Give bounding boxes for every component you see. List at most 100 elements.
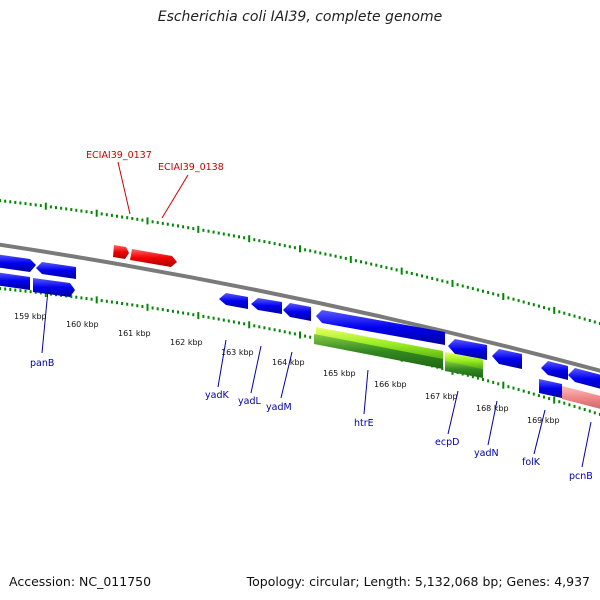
major-tick [197, 312, 200, 320]
minor-tick [334, 254, 337, 258]
minor-tick [537, 394, 540, 398]
gene-ecpD[interactable] [448, 339, 487, 360]
minor-tick [258, 239, 261, 243]
minor-tick [324, 252, 327, 256]
minor-tick [9, 288, 12, 291]
gene-left-3[interactable] [33, 278, 75, 297]
gene-left-1[interactable] [0, 254, 36, 272]
major-tick [44, 202, 47, 210]
gene-rrna-4[interactable] [445, 361, 483, 378]
minor-tick [177, 310, 179, 314]
minor-tick [380, 264, 383, 268]
minor-tick [507, 296, 510, 300]
minor-tick [60, 206, 63, 210]
minor-tick [222, 232, 225, 236]
minor-tick [593, 411, 596, 415]
minor-tick [80, 209, 83, 213]
minor-tick [492, 292, 495, 296]
minor-tick [29, 290, 32, 294]
minor-tick [578, 406, 581, 410]
minor-tick [466, 373, 469, 377]
minor-tick [85, 297, 88, 300]
minor-tick [304, 248, 307, 252]
major-tick [95, 296, 98, 304]
minor-tick [151, 306, 154, 310]
gene-label: folK [522, 457, 541, 468]
minor-tick [24, 202, 27, 206]
kbp-label: 168 kbp [476, 404, 509, 413]
gene-right-2[interactable] [568, 368, 600, 390]
minor-tick [49, 205, 52, 209]
minor-tick [543, 395, 545, 399]
minor-tick [0, 287, 2, 290]
minor-tick [171, 309, 174, 313]
gene-yadK[interactable] [219, 293, 248, 309]
gene-right-1[interactable] [541, 361, 568, 380]
minor-tick [232, 320, 235, 324]
minor-tick [487, 291, 490, 294]
gene-yadM[interactable] [283, 303, 311, 321]
outer-tick-track [0, 199, 600, 325]
minor-tick [232, 234, 235, 238]
minor-tick [578, 316, 581, 320]
minor-tick [268, 327, 271, 331]
minor-tick [278, 243, 281, 247]
minor-tick [548, 307, 551, 311]
minor-tick [456, 283, 459, 287]
gene-yadL[interactable] [251, 298, 282, 314]
minor-tick [253, 238, 256, 242]
minor-tick [34, 203, 37, 207]
leader-line [280, 351, 293, 399]
minor-tick [141, 305, 144, 308]
gene-panB[interactable] [0, 272, 30, 290]
minor-tick [70, 295, 73, 299]
gene-htrE[interactable] [316, 310, 445, 345]
minor-tick [182, 311, 185, 315]
gene-rrna-3[interactable] [314, 334, 443, 369]
minor-tick [268, 241, 271, 245]
minor-tick [426, 275, 429, 279]
leader-line [487, 400, 498, 446]
minor-tick [182, 225, 185, 229]
minor-tick [217, 317, 220, 321]
major-tick [502, 293, 505, 300]
minor-tick [121, 215, 124, 219]
minor-tick [598, 322, 600, 325]
leader-line [533, 409, 546, 455]
minor-tick [476, 376, 479, 380]
major-tick [95, 209, 98, 217]
minor-tick [598, 412, 600, 416]
minor-tick [482, 378, 484, 381]
minor-tick [482, 289, 484, 293]
minor-tick [202, 314, 205, 318]
minor-tick [263, 240, 266, 244]
major-tick [400, 267, 403, 275]
kbp-label: 169 kbp [527, 416, 560, 425]
gene-yadN[interactable] [492, 349, 522, 369]
minor-tick [4, 287, 7, 291]
minor-tick [573, 314, 576, 318]
gene-left-2[interactable] [36, 262, 76, 279]
gene-folK[interactable] [539, 379, 562, 398]
genes-lane-2 [0, 272, 600, 410]
gene-ECIAI39_0138[interactable] [130, 249, 177, 267]
minor-tick [100, 212, 103, 216]
minor-tick [116, 301, 118, 305]
minor-tick [476, 288, 479, 292]
minor-tick [558, 310, 561, 314]
gene-label: ecpD [435, 437, 459, 448]
kbp-label: 162 kbp [170, 338, 203, 347]
minor-tick [80, 296, 83, 300]
gene-label: yadL [238, 396, 261, 407]
gene-rrna-2[interactable] [445, 352, 483, 369]
gene-ECIAI39_0137[interactable] [113, 245, 129, 259]
minor-tick [0, 199, 2, 203]
gene-pcnB[interactable] [562, 386, 600, 410]
leader-line [161, 174, 189, 219]
gene-rrna-1[interactable] [316, 327, 443, 361]
minor-tick [100, 299, 103, 303]
kbp-label: 159 kbp [14, 312, 47, 321]
minor-tick [171, 223, 174, 227]
minor-tick [227, 319, 230, 323]
